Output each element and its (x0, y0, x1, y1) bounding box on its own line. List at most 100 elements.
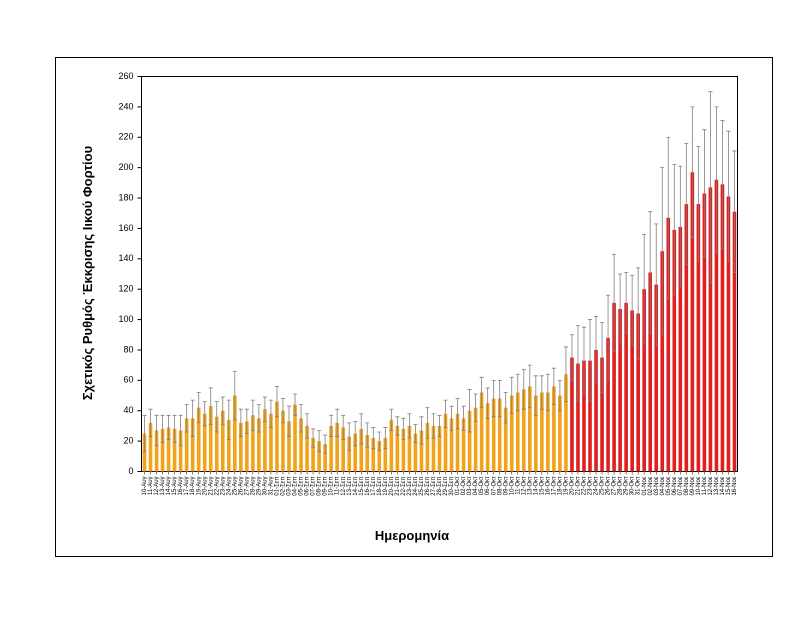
error-bar (684, 142, 689, 266)
bar (708, 187, 713, 472)
error-bar (527, 364, 532, 409)
error-bar (407, 413, 412, 439)
bar (365, 435, 370, 472)
bar (437, 425, 442, 472)
bar (293, 404, 297, 472)
error-bar (190, 399, 195, 437)
x-tick-label: 14-Σεπ (353, 477, 359, 496)
bar (624, 302, 628, 472)
bar (172, 428, 177, 472)
error-bar (606, 294, 611, 381)
error-bar (311, 428, 316, 448)
x-tick-label: 09-Σεπ (323, 477, 329, 496)
error-bar (238, 408, 243, 437)
error-bar (648, 211, 653, 334)
error-bar (563, 346, 568, 403)
bar (148, 422, 153, 472)
x-axis-label: Ημερομηνία (375, 528, 449, 543)
bar (660, 251, 665, 472)
x-tick-label: 29-Σεπ (443, 477, 449, 496)
bar (166, 427, 171, 472)
error-bar (588, 319, 593, 403)
error-bar (467, 389, 472, 433)
error-bar (244, 408, 249, 434)
error-bar (184, 404, 189, 433)
x-tick-label: 30-Αυγ (262, 477, 268, 496)
x-tick-label: 07-Οκτ (491, 476, 497, 495)
error-bar (280, 398, 285, 424)
x-tick-label: 02-Σεπ (281, 477, 287, 496)
x-tick-label: 05-Νοε (666, 476, 672, 495)
bar (359, 428, 364, 472)
x-tick-label: 30-Σεπ (449, 477, 455, 496)
x-tick-label: 16-Σεπ (365, 477, 371, 496)
error-bar (503, 392, 508, 424)
x-tick-label: 19-Οκτ (564, 476, 570, 495)
error-bar (594, 316, 599, 384)
y-axis-label: Σχετικός Ρυθμός Έκκρισης Ιικού Φορτίου (80, 145, 95, 400)
bar (491, 398, 496, 472)
bar (720, 184, 725, 472)
bar (618, 308, 622, 472)
x-tick-label: 03-Οκτ (467, 476, 473, 495)
bar (642, 289, 646, 472)
bar (407, 425, 412, 472)
x-tick-label: 11-Σεπ (335, 477, 341, 496)
bar (594, 349, 598, 472)
error-bar (323, 434, 328, 454)
error-bar (678, 165, 683, 289)
bar (648, 272, 653, 472)
bar (600, 357, 604, 472)
bar (461, 418, 466, 472)
error-bar (575, 325, 580, 403)
error-bar (208, 387, 213, 425)
bar (154, 430, 159, 472)
bar (190, 418, 195, 472)
bar (202, 413, 207, 472)
error-bar (569, 334, 574, 381)
bar (684, 204, 689, 472)
error-bar (166, 414, 171, 440)
x-tick-label: 06-Οκτ (485, 476, 491, 495)
bar (552, 386, 556, 472)
bar (413, 433, 418, 472)
bar (678, 226, 683, 472)
x-tick-label: 18-Σεπ (377, 477, 383, 496)
error-bar (485, 387, 490, 419)
x-tick-label: 07-Νοε (678, 476, 684, 495)
error-bar (449, 405, 454, 431)
x-tick-label: 01-Νοε (642, 476, 648, 495)
error-bar (154, 414, 159, 447)
error-bar (702, 129, 707, 258)
bar (497, 398, 502, 472)
bar (287, 421, 291, 472)
x-tick-label: 05-Σεπ (299, 477, 305, 496)
bar (564, 374, 568, 472)
x-tick-label: 29-Οκτ (624, 476, 630, 495)
x-tick-label: 08-Οκτ (497, 476, 503, 495)
error-bar (305, 413, 310, 439)
bar (431, 425, 436, 472)
x-tick-label: 21-Σεπ (395, 477, 401, 496)
y-tick-label: 140 (118, 253, 133, 263)
x-tick-label: 22-Αυγ (214, 477, 220, 496)
error-bar (461, 405, 466, 431)
error-bar (600, 322, 605, 393)
bar (184, 418, 189, 472)
bar (527, 386, 532, 472)
y-tick-label: 120 (118, 284, 133, 294)
error-bar (437, 414, 442, 437)
bar (732, 211, 737, 472)
bar (515, 392, 520, 472)
x-tick-label: 01-Οκτ (455, 476, 461, 495)
x-tick-label: 10-Σεπ (329, 477, 335, 496)
error-bar (160, 414, 165, 444)
error-bar (491, 379, 496, 418)
y-tick-label: 260 (118, 71, 133, 81)
bar (317, 441, 321, 472)
x-tick-label: 22-Σεπ (401, 477, 407, 496)
x-tick-label: 24-Αυγ (226, 477, 232, 496)
bar (521, 389, 526, 472)
